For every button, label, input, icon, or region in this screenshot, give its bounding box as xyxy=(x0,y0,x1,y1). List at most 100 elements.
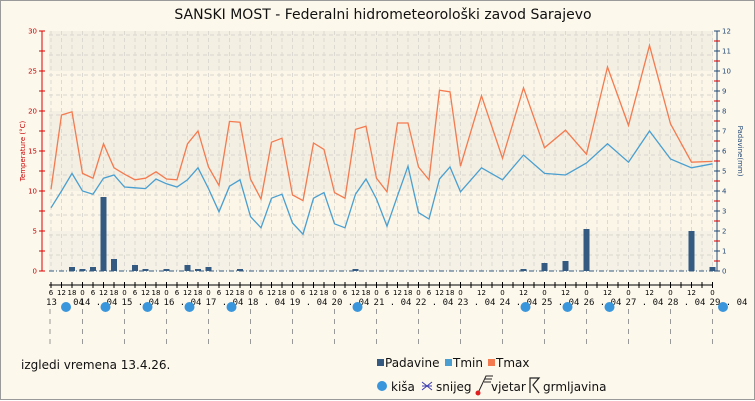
left-tick-label: 20 xyxy=(28,108,37,116)
x-tick-label: 18 xyxy=(152,289,161,297)
left-tick-label: 5 xyxy=(33,228,37,236)
x-tick-label: 12 xyxy=(309,289,318,297)
forecast-date-note: izgledi vremena 13.4.26. xyxy=(21,358,170,372)
legend-tmax: Tmax xyxy=(495,356,529,370)
x-tick-label: 6 xyxy=(343,289,348,297)
precip-bar-25.04-00 xyxy=(541,263,548,271)
legend-tmax-swatch xyxy=(488,359,495,366)
precip-bar-20.04-12 xyxy=(352,269,359,271)
right-tick-label: 7 xyxy=(722,128,726,136)
right-tick-label: 6 xyxy=(722,148,727,156)
x-tick-label: 12 xyxy=(687,289,696,297)
x-tick-label: 12 xyxy=(99,289,108,297)
x-tick-label: 18 xyxy=(194,289,203,297)
day-label: 20 . 04 xyxy=(332,298,370,308)
plot-band xyxy=(49,111,713,191)
rain-dot-icon xyxy=(142,302,153,312)
rain-dot-icon xyxy=(100,302,111,312)
snow-icon xyxy=(421,381,433,391)
precip-bar-16.04-12 xyxy=(184,265,191,271)
plot-band xyxy=(49,71,713,111)
x-tick-label: 12 xyxy=(393,289,402,297)
x-tick-label: 6 xyxy=(175,289,180,297)
day-label: 16 . 04 xyxy=(164,298,202,308)
x-tick-label: 6 xyxy=(91,289,96,297)
x-tick-label: 0 xyxy=(458,289,462,297)
legend-tmin: Tmin xyxy=(452,356,483,370)
x-tick-label: 18 xyxy=(68,289,77,297)
left-tick-label: 0 xyxy=(33,268,37,276)
right-tick-label: 3 xyxy=(722,208,726,216)
rain-dot-icon xyxy=(61,302,71,312)
day-label: 23 . 04 xyxy=(458,298,496,308)
right-tick-label: 5 xyxy=(722,168,726,176)
x-tick-label: 6 xyxy=(259,289,264,297)
x-tick-label: 12 xyxy=(603,289,612,297)
day-label: 29 . 04 xyxy=(710,298,748,308)
x-tick-label: 6 xyxy=(133,289,138,297)
x-tick-label: 0 xyxy=(248,289,252,297)
precip-bar-17.04-00 xyxy=(205,267,212,271)
right-tick-label: 0 xyxy=(722,268,726,276)
x-tick-label: 12 xyxy=(267,289,276,297)
right-tick-label: 2 xyxy=(722,228,726,236)
x-tick-label: 12 xyxy=(57,289,66,297)
right-tick-label: 10 xyxy=(722,68,731,76)
legend-kisa: kiša xyxy=(391,380,415,394)
precipitation-bars xyxy=(69,197,716,271)
precip-bar-14.04-00 xyxy=(79,269,86,271)
x-tick-label: 18 xyxy=(278,289,287,297)
rain-dot-icon xyxy=(377,381,387,391)
left-axis: 0 5 10 15 20 25 30 xyxy=(28,28,45,276)
x-tick-label: 0 xyxy=(164,289,168,297)
x-tick-label: 0 xyxy=(332,289,336,297)
x-tick-label: 0 xyxy=(80,289,84,297)
precip-bar-17.04-18 xyxy=(237,269,243,271)
left-tick-label: 25 xyxy=(28,68,37,76)
plot-band xyxy=(49,31,713,71)
day-label: 21 . 04 xyxy=(374,298,412,308)
x-tick-label: 0 xyxy=(584,289,588,297)
right-tick-label: 1 xyxy=(722,248,726,256)
left-axis-label: Temperature (°C) xyxy=(19,121,27,183)
precip-bar-16.04-18 xyxy=(195,269,201,271)
precip-bar-25.04-12 xyxy=(562,261,569,271)
precip-bar-26.04-00 xyxy=(583,229,590,271)
x-tick-label: 18 xyxy=(236,289,245,297)
chart-title: SANSKI MOST - Federalni hidrometeorološk… xyxy=(174,7,591,23)
x-tick-label: 12 xyxy=(225,289,234,297)
rain-dot-icon xyxy=(718,302,728,312)
precip-bar-14.04-06 xyxy=(90,267,96,271)
precip-bar-14.04-12 xyxy=(100,197,107,271)
right-tick-label: 4 xyxy=(722,188,727,196)
wind-icon xyxy=(475,375,493,396)
rain-dot-icon xyxy=(562,302,573,312)
day-label: 17 . 04 xyxy=(206,298,244,308)
legend-padavine: Padavine xyxy=(385,356,439,370)
left-tick-label: 15 xyxy=(28,148,37,156)
left-tick-label: 30 xyxy=(28,28,37,36)
right-tick-label: 12 xyxy=(722,28,731,36)
thunder-icon xyxy=(529,377,541,394)
x-tick-label: 0 xyxy=(542,289,546,297)
legend-padavine-swatch xyxy=(377,359,384,366)
x-tick-label: 0 xyxy=(500,289,504,297)
weather-symbol-row xyxy=(49,302,728,346)
x-tick-label: 0 xyxy=(626,289,630,297)
precip-bar-28.04-12 xyxy=(688,231,695,271)
day-label: 22 . 04 xyxy=(416,298,454,308)
right-axis-label: Padavine(mm) xyxy=(736,126,744,177)
x-tick-label: 12 xyxy=(645,289,654,297)
x-tick-label: 12 xyxy=(351,289,360,297)
series-line-tmax xyxy=(50,42,713,202)
x-tick-label: 18 xyxy=(446,289,455,297)
x-tick-label: 18 xyxy=(362,289,371,297)
x-tick-label: 6 xyxy=(301,289,306,297)
right-tick-label: 9 xyxy=(722,88,726,96)
legend-tmin-swatch xyxy=(445,359,452,366)
left-tick-label: 10 xyxy=(28,188,37,196)
legend-vjetar: vjetar xyxy=(491,380,526,394)
